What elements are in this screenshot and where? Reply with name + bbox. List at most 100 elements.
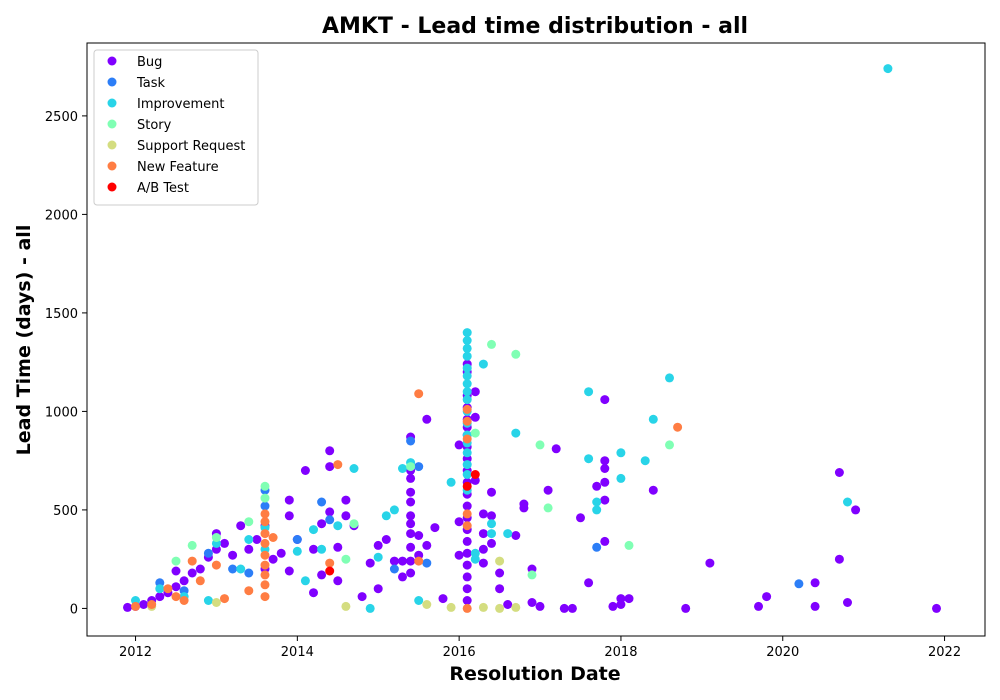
data-point xyxy=(187,556,197,566)
data-point xyxy=(527,598,537,607)
data-point xyxy=(292,546,302,556)
data-point xyxy=(600,456,610,466)
data-point xyxy=(616,594,626,604)
data-point xyxy=(341,511,351,521)
data-point xyxy=(325,446,335,456)
data-point xyxy=(147,600,157,609)
data-point xyxy=(325,507,335,517)
data-point xyxy=(640,456,650,466)
data-point xyxy=(406,487,416,497)
data-point xyxy=(462,379,472,389)
data-point xyxy=(810,601,820,611)
y-axis: 0 500 1000 1500 2000 2500 xyxy=(45,110,87,617)
data-point xyxy=(236,521,246,531)
data-point xyxy=(487,519,496,529)
y-tick-label: 1000 xyxy=(45,405,78,420)
data-point xyxy=(478,544,488,554)
data-point xyxy=(422,558,432,568)
data-point xyxy=(260,592,270,602)
y-tick-label: 1500 xyxy=(45,307,78,322)
data-point xyxy=(244,517,254,527)
legend-label: New Feature xyxy=(137,160,219,175)
data-point xyxy=(252,535,262,544)
data-point xyxy=(389,556,399,566)
data-point xyxy=(325,462,335,472)
data-point xyxy=(422,540,432,550)
data-point xyxy=(462,501,472,511)
legend-marker xyxy=(107,98,117,108)
data-point xyxy=(195,564,205,574)
series-improvement xyxy=(131,64,893,613)
legend-label: Support Request xyxy=(137,139,245,154)
data-point xyxy=(487,529,496,539)
x-tick-label: 2018 xyxy=(604,645,637,660)
data-point xyxy=(462,521,472,531)
data-point xyxy=(398,572,407,582)
data-point xyxy=(333,542,343,552)
data-point xyxy=(454,550,464,560)
data-point xyxy=(470,554,480,564)
x-tick-label: 2020 xyxy=(766,645,799,660)
data-point xyxy=(349,464,359,473)
data-point xyxy=(349,519,359,529)
data-point xyxy=(155,592,165,602)
data-point xyxy=(139,600,149,609)
data-point xyxy=(495,603,505,613)
data-point xyxy=(843,497,852,507)
data-point xyxy=(446,477,456,487)
data-point xyxy=(462,343,472,353)
data-point xyxy=(462,336,472,345)
data-point xyxy=(883,64,893,74)
data-point xyxy=(592,542,602,552)
data-point xyxy=(414,596,424,605)
data-point xyxy=(414,556,424,566)
data-point xyxy=(470,387,480,397)
data-point xyxy=(406,497,416,507)
data-point xyxy=(794,579,804,589)
data-point xyxy=(446,602,456,612)
data-point xyxy=(462,448,472,458)
data-point xyxy=(438,594,448,604)
data-point xyxy=(470,412,480,422)
data-point xyxy=(389,505,399,515)
series-story xyxy=(171,339,674,580)
data-point xyxy=(754,601,763,611)
data-point xyxy=(527,570,537,580)
data-point xyxy=(414,462,424,472)
data-point xyxy=(511,428,521,438)
legend: Bug Task Improvement Story Support Request Ne… xyxy=(93,49,259,206)
data-point xyxy=(268,554,278,564)
legend-label: Story xyxy=(137,118,172,133)
data-point xyxy=(260,509,270,519)
data-point xyxy=(584,387,594,397)
data-point xyxy=(244,544,254,554)
data-point xyxy=(584,454,594,464)
data-point xyxy=(608,601,618,611)
legend-label: Bug xyxy=(137,55,162,70)
data-point xyxy=(932,603,941,613)
data-point xyxy=(123,602,132,612)
y-axis-label: Lead Time (days) - all xyxy=(13,225,35,456)
data-point xyxy=(203,548,213,558)
data-point xyxy=(325,515,335,525)
data-point xyxy=(511,602,521,612)
data-point xyxy=(244,568,254,578)
data-point xyxy=(171,566,181,576)
data-point xyxy=(341,601,351,611)
data-point xyxy=(325,566,335,576)
data-point xyxy=(211,560,221,570)
data-point xyxy=(462,584,472,594)
data-point xyxy=(600,477,610,487)
data-point xyxy=(268,533,278,542)
y-tick-label: 2500 xyxy=(45,110,78,125)
data-point xyxy=(333,576,343,586)
data-point xyxy=(462,434,472,444)
data-point xyxy=(673,422,683,432)
data-point xyxy=(195,576,205,586)
data-point xyxy=(365,558,375,568)
legend-label: Improvement xyxy=(137,97,224,112)
data-point xyxy=(462,328,472,338)
chart-title: AMKT - Lead time distribution - all xyxy=(322,14,748,39)
data-point xyxy=(276,548,286,558)
